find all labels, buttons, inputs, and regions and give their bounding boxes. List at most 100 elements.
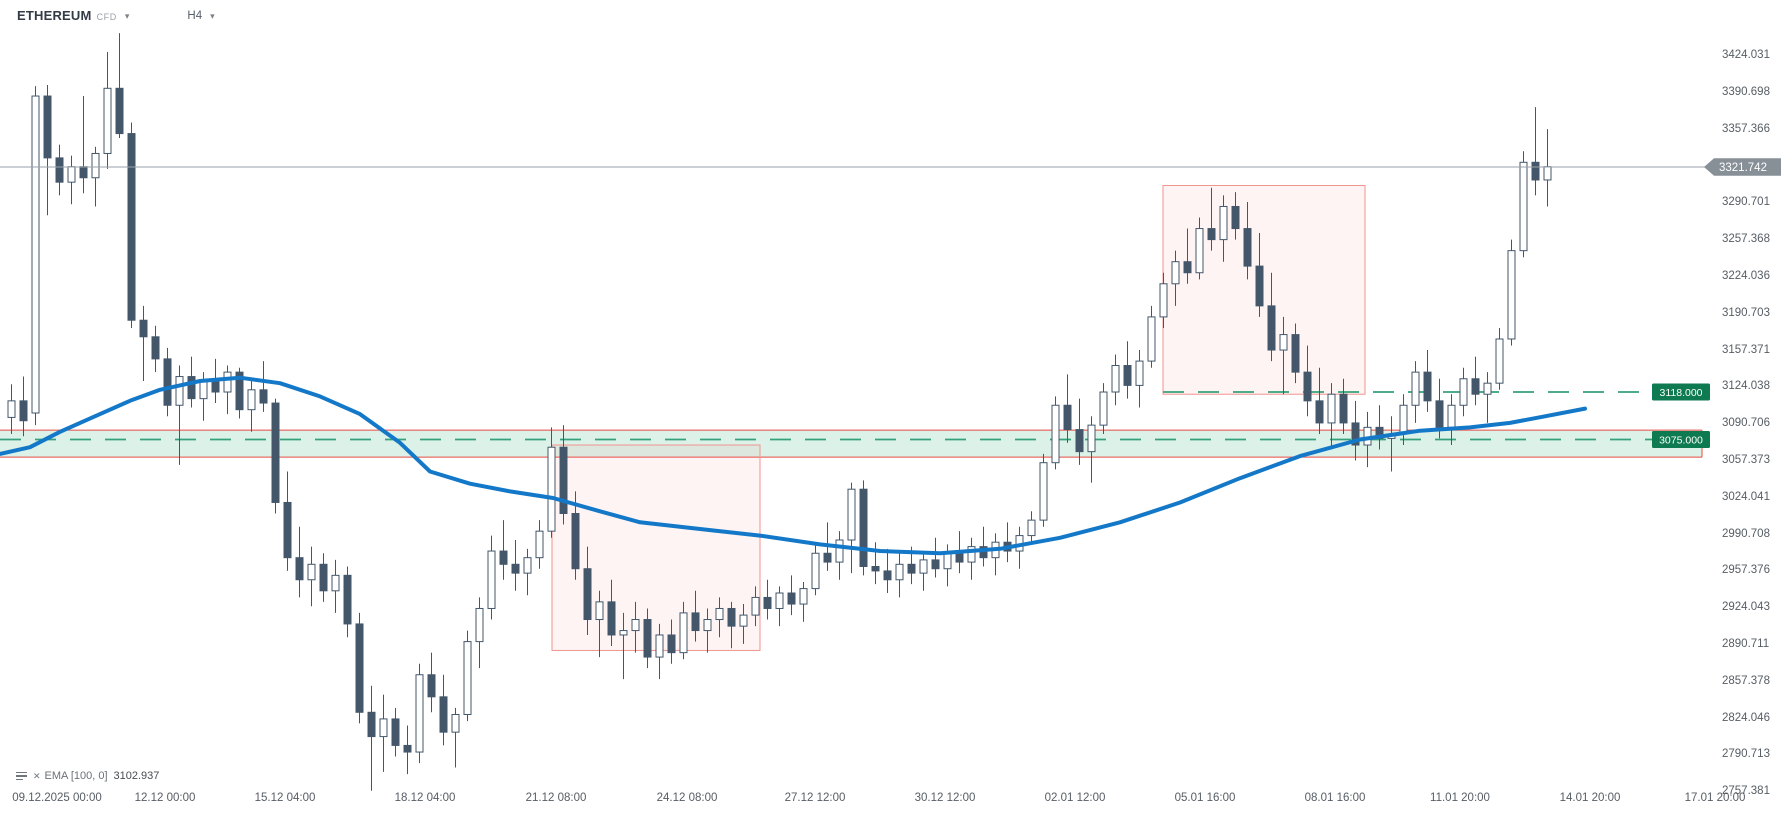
candle [127, 133, 136, 321]
candle [307, 563, 316, 581]
time-axis-label: 14.01 20:00 [1560, 792, 1621, 804]
candle [1075, 429, 1084, 453]
candle [1447, 404, 1456, 428]
candle [391, 718, 400, 746]
price-axis-label: 2824.046 [1722, 712, 1770, 724]
candle [823, 552, 832, 563]
market-type-label: CFD [96, 11, 117, 22]
time-axis[interactable]: 09.12.2025 00:00 12.12 00:00 15.12 04:00 18… [12, 792, 1745, 804]
candle [91, 152, 100, 179]
candle [247, 389, 256, 411]
candle [607, 601, 616, 636]
level-tag[interactable] [1652, 431, 1710, 449]
price-axis-label: 3124.038 [1722, 380, 1770, 392]
candle [655, 634, 664, 658]
price-axis-label: 3090.706 [1722, 417, 1770, 429]
candle [1471, 378, 1480, 395]
candle [1315, 400, 1324, 424]
price-axis-label: 3290.701 [1722, 196, 1770, 208]
level-tag-text: 3075.000 [1659, 434, 1703, 446]
price-axis[interactable]: 3424.031 3390.698 3357.366 3290.701 3257.368… [1722, 49, 1770, 797]
candle [1507, 250, 1516, 340]
candle [1339, 393, 1348, 424]
candle [691, 612, 700, 632]
candle [1291, 334, 1300, 373]
candle [1099, 391, 1108, 426]
candle [967, 546, 976, 563]
candle [751, 596, 760, 616]
candle [715, 607, 724, 621]
time-axis-label: 15.12 04:00 [255, 792, 316, 804]
candle [475, 607, 484, 643]
candle [115, 87, 124, 135]
candle [1279, 334, 1288, 351]
candle [1435, 400, 1444, 428]
candle [103, 87, 112, 154]
level-tag-text: 3118.000 [1659, 387, 1702, 399]
price-axis-label: 2790.713 [1722, 748, 1770, 760]
candle [1459, 378, 1468, 406]
time-axis-label: 24.12 08:00 [657, 792, 718, 804]
indicator-status-row: ✕ EMA [100, 0] 3102.937 [16, 770, 159, 782]
price-axis-label: 3057.373 [1722, 454, 1770, 466]
candle [1423, 371, 1432, 402]
candle [163, 358, 172, 406]
level-tags: 3118.000 3075.000 [1652, 383, 1710, 449]
candle [55, 157, 64, 183]
candle [1051, 404, 1060, 464]
candle [31, 95, 40, 414]
candle [271, 402, 280, 503]
timeframe-selector[interactable]: H4 [187, 9, 203, 22]
supply-zone-box [1162, 184, 1366, 395]
candle [763, 596, 772, 609]
candle [895, 563, 904, 581]
candle [775, 592, 784, 609]
candle [703, 619, 712, 632]
price-axis-label: 2757.381 [1722, 785, 1770, 797]
candle [811, 552, 820, 590]
candle [511, 563, 520, 574]
candle [211, 380, 220, 393]
symbol-dropdown-caret-icon[interactable]: ▾ [124, 10, 130, 21]
candle [547, 446, 556, 532]
indicator-remove-icon[interactable]: ✕ [33, 771, 41, 781]
candle [1399, 404, 1408, 435]
candle [667, 634, 676, 654]
candle [643, 619, 652, 658]
candle [499, 550, 508, 565]
candle [1027, 519, 1036, 537]
level-tag[interactable] [1652, 383, 1710, 401]
candle [583, 568, 592, 621]
candle [139, 319, 148, 338]
price-axis-label: 2857.378 [1722, 675, 1770, 687]
candle [859, 488, 868, 568]
timeframe-dropdown-caret-icon[interactable]: ▾ [210, 10, 215, 21]
time-axis-label: 09.12.2025 00:00 [12, 792, 102, 804]
candle [631, 619, 640, 632]
price-tag-shape [1704, 158, 1781, 176]
candle [1327, 393, 1336, 424]
candle [835, 539, 844, 563]
candle [871, 566, 880, 572]
price-axis-label: 3224.036 [1722, 270, 1770, 282]
price-axis-label: 2990.708 [1722, 528, 1770, 540]
candle [67, 166, 76, 183]
candle [1087, 424, 1096, 453]
symbol-name: ETHEREUM [17, 8, 92, 23]
candle [847, 488, 856, 541]
candle [223, 371, 232, 393]
current-price-tag: 3321.742 [1704, 158, 1781, 176]
indicator-settings-icon[interactable] [16, 771, 27, 781]
candle [571, 512, 580, 570]
candle [439, 696, 448, 733]
candle [943, 552, 952, 570]
candle [367, 711, 376, 738]
candle [1267, 305, 1276, 351]
candle [7, 400, 16, 418]
time-axis-label: 12.12 00:00 [135, 792, 196, 804]
candle [1519, 161, 1528, 252]
time-axis-label: 08.01 16:00 [1305, 792, 1366, 804]
time-axis-label: 02.01 12:00 [1045, 792, 1106, 804]
